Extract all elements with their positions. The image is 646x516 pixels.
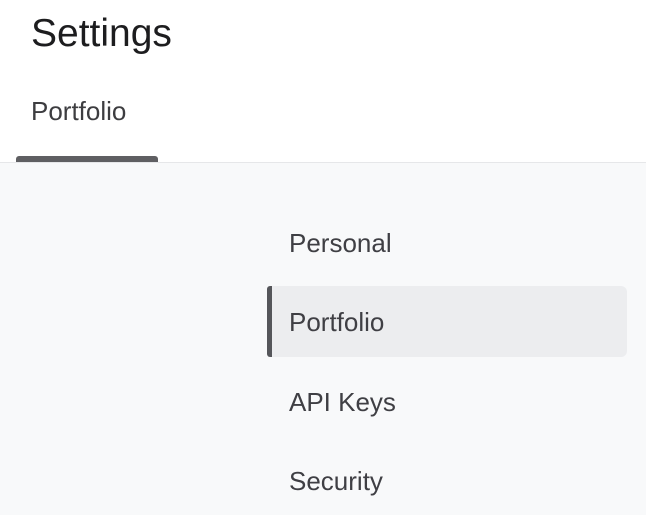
tab-portfolio[interactable]: Portfolio bbox=[16, 88, 158, 162]
menu-item-security[interactable]: Security bbox=[267, 445, 627, 516]
menu-item-label: Personal bbox=[289, 227, 392, 258]
menu-item-label: Portfolio bbox=[289, 306, 385, 337]
menu-item-personal[interactable]: Personal bbox=[267, 207, 627, 278]
page-title: Settings bbox=[31, 12, 172, 55]
menu-item-label: API Keys bbox=[289, 386, 396, 417]
menu-item-portfolio[interactable]: Portfolio bbox=[267, 286, 627, 357]
menu-item-label: Security bbox=[289, 465, 383, 496]
tab-label: Portfolio bbox=[31, 96, 127, 126]
menu-item-api-keys[interactable]: API Keys bbox=[267, 366, 627, 437]
active-tab-indicator bbox=[16, 156, 158, 162]
settings-content: Personal Portfolio API Keys Security bbox=[0, 162, 646, 515]
